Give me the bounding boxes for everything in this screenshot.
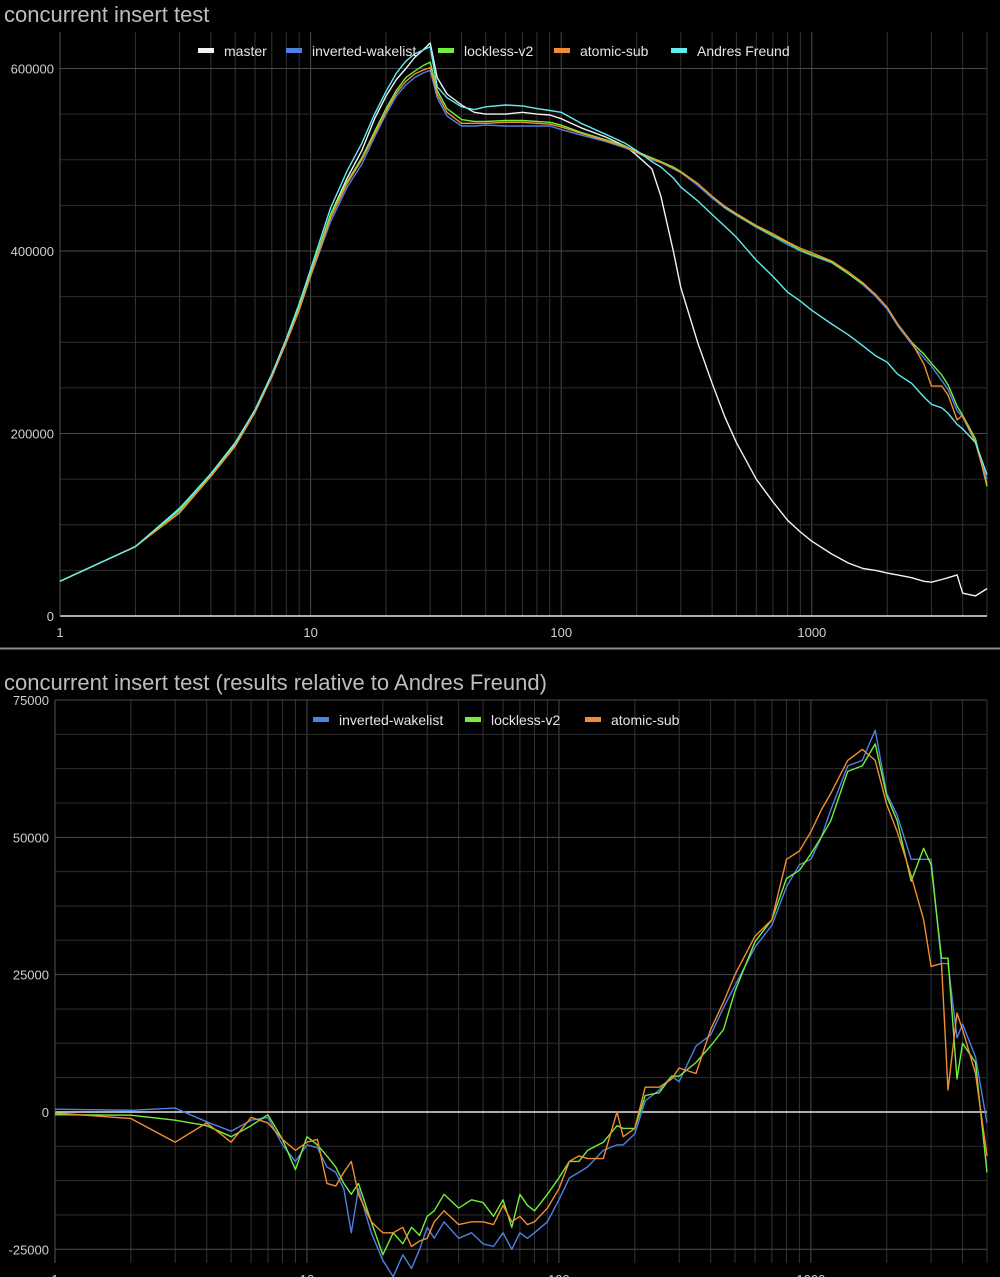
legend-label: master	[224, 43, 267, 59]
series-line	[54, 743, 988, 1256]
throughput-chart-title: concurrent insert test	[4, 2, 209, 27]
legend-swatch	[554, 48, 570, 53]
y-tick-label: 75000	[13, 693, 49, 708]
legend-swatch	[286, 48, 302, 53]
x-tick-label: 10	[303, 625, 317, 640]
legend-swatch	[198, 48, 214, 53]
relative-chart-title: concurrent insert test (results relative…	[4, 670, 547, 695]
series-line	[59, 66, 988, 582]
x-tick-label: 1000	[797, 625, 826, 640]
relative-chart-legend: inverted-wakelist lockless-v2 atomic-sub	[313, 712, 680, 728]
x-tick-label: 100	[548, 1272, 570, 1277]
legend-label: atomic-sub	[611, 712, 680, 728]
throughput-chart-series	[59, 42, 988, 597]
legend-swatch	[438, 48, 454, 53]
throughput-chart-axes	[59, 32, 987, 617]
legend-label: lockless-v2	[491, 712, 560, 728]
relative-chart-grid	[54, 699, 988, 1263]
legend-label: lockless-v2	[464, 43, 533, 59]
y-tick-label: 600000	[11, 62, 54, 77]
y-tick-label: 50000	[13, 830, 49, 845]
legend-swatch	[671, 48, 687, 53]
legend-swatch	[313, 717, 329, 722]
y-tick-label: -25000	[9, 1242, 49, 1257]
relative-chart-axes	[54, 700, 987, 1263]
y-tick-label: 25000	[13, 968, 49, 983]
legend-swatch	[465, 717, 481, 722]
legend-label: inverted-wakelist	[312, 43, 416, 59]
x-tick-label: 100	[550, 625, 572, 640]
relative-chart-tick-labels: -25000 0 25000 50000 75000 1 10 100 1000	[9, 693, 826, 1277]
throughput-chart: concurrent insert test 0 200000 400000 6000…	[4, 2, 988, 641]
series-line	[59, 69, 988, 582]
throughput-chart-grid	[59, 32, 988, 617]
legend-swatch	[585, 717, 601, 722]
legend-label: inverted-wakelist	[339, 712, 443, 728]
throughput-chart-tick-labels: 0 200000 400000 600000 1 10 100 1000	[11, 62, 827, 641]
y-tick-label: 0	[42, 1105, 49, 1120]
x-tick-label: 1000	[796, 1272, 825, 1277]
series-line	[54, 748, 988, 1248]
throughput-chart-legend: master inverted-wakelist lockless-v2 atomic…	[198, 43, 790, 59]
y-tick-label: 400000	[11, 244, 54, 259]
relative-chart-series	[54, 729, 988, 1277]
relative-chart: concurrent insert test (results relative…	[4, 670, 988, 1277]
x-tick-label: 10	[300, 1272, 314, 1277]
legend-label: atomic-sub	[580, 43, 649, 59]
series-line	[59, 61, 988, 582]
series-line	[59, 45, 988, 582]
y-tick-label: 200000	[11, 427, 54, 442]
x-tick-label: 1	[51, 1272, 58, 1277]
legend-label: Andres Freund	[697, 43, 790, 59]
series-line	[54, 729, 988, 1277]
x-tick-label: 1	[56, 625, 63, 640]
y-tick-label: 0	[47, 609, 54, 624]
